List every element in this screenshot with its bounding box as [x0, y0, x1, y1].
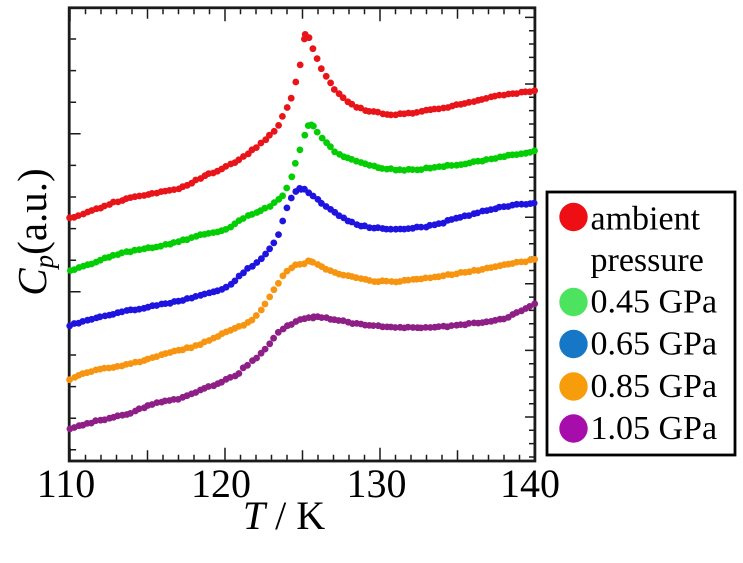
svg-text:pressure: pressure [591, 242, 704, 279]
svg-text:110: 110 [37, 461, 96, 506]
svg-text:1.05 GPa: 1.05 GPa [591, 410, 718, 447]
svg-text:130: 130 [347, 461, 407, 506]
svg-text:120: 120 [191, 461, 251, 506]
svg-text:0.45 GPa: 0.45 GPa [591, 284, 718, 321]
svg-text:0.85 GPa: 0.85 GPa [591, 368, 718, 405]
svg-text:Cp(a.u.): Cp(a.u.) [9, 168, 59, 295]
svg-text:140: 140 [500, 461, 560, 506]
svg-text:T / K: T / K [243, 493, 325, 538]
svg-text:ambient: ambient [591, 200, 701, 237]
svg-text:0.65 GPa: 0.65 GPa [591, 326, 718, 363]
